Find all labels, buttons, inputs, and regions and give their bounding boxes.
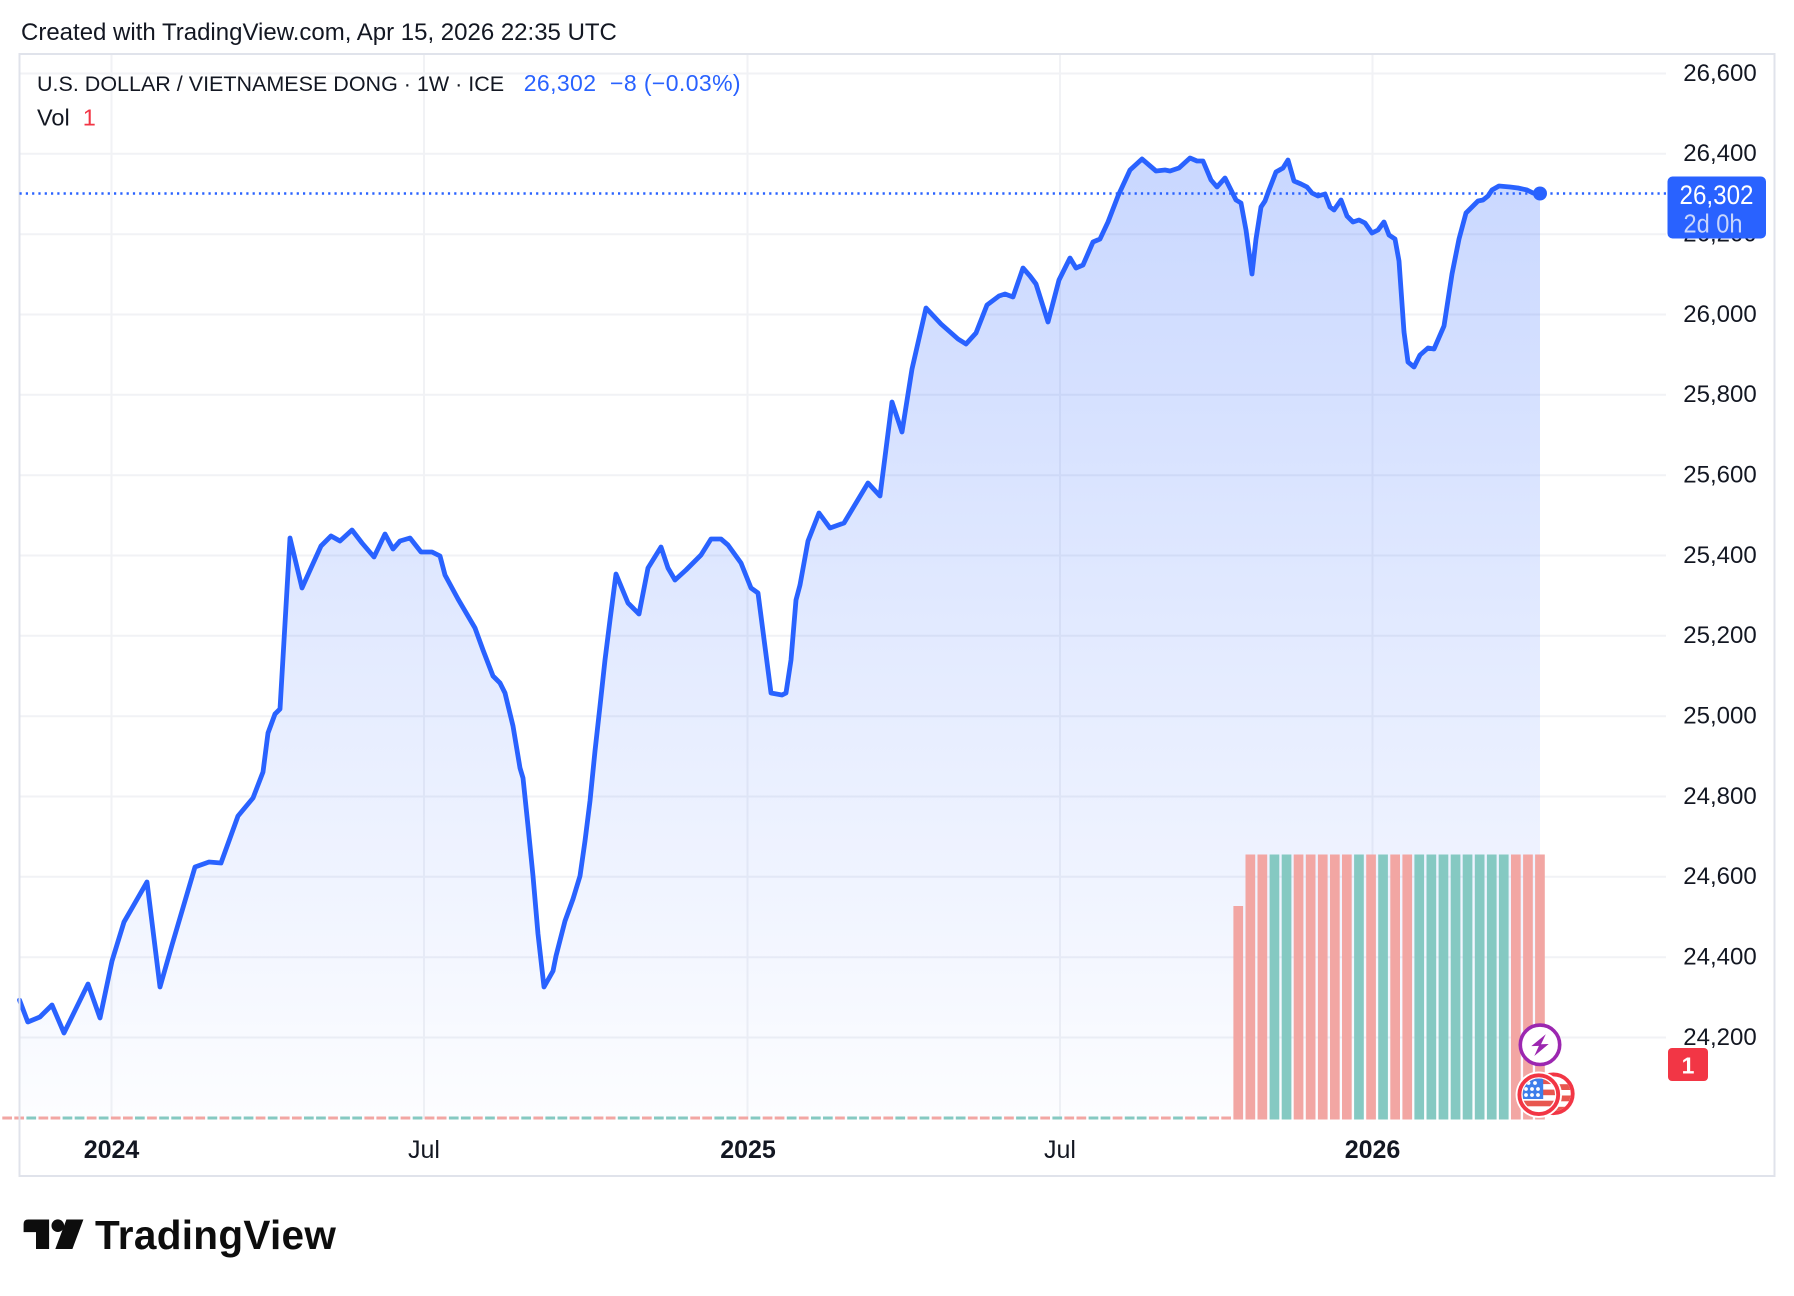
svg-text:25,000: 25,000 <box>1683 703 1756 730</box>
svg-text:24,800: 24,800 <box>1683 783 1756 810</box>
svg-text:TradingView: TradingView <box>95 1212 336 1258</box>
svg-text:2025: 2025 <box>720 1136 776 1164</box>
svg-text:Vol 1: Vol 1 <box>37 105 96 131</box>
svg-text:26,302: 26,302 <box>1680 180 1754 210</box>
svg-text:25,800: 25,800 <box>1683 381 1756 408</box>
svg-text:25,400: 25,400 <box>1683 542 1756 569</box>
svg-text:25,200: 25,200 <box>1683 622 1756 649</box>
svg-text:24,600: 24,600 <box>1683 863 1756 890</box>
svg-text:25,600: 25,600 <box>1683 462 1756 489</box>
svg-text:2026: 2026 <box>1345 1136 1401 1164</box>
svg-text:26,000: 26,000 <box>1683 301 1756 328</box>
svg-text:26,600: 26,600 <box>1683 60 1756 87</box>
svg-text:Jul: Jul <box>1044 1136 1076 1164</box>
svg-text:Created with TradingView.com,: Created with TradingView.com, Apr 15, 20… <box>21 19 617 46</box>
svg-text:2024: 2024 <box>84 1136 140 1164</box>
svg-text:24,200: 24,200 <box>1683 1024 1756 1051</box>
svg-text:2d 0h: 2d 0h <box>1684 209 1743 239</box>
svg-text:26,400: 26,400 <box>1683 140 1756 167</box>
svg-text:U.S. DOLLAR / VIETNAMESE DONG: U.S. DOLLAR / VIETNAMESE DONG · 1W · ICE… <box>37 70 741 96</box>
svg-text:Jul: Jul <box>408 1136 440 1164</box>
svg-text:1: 1 <box>1682 1053 1695 1079</box>
svg-text:24,400: 24,400 <box>1683 944 1756 971</box>
